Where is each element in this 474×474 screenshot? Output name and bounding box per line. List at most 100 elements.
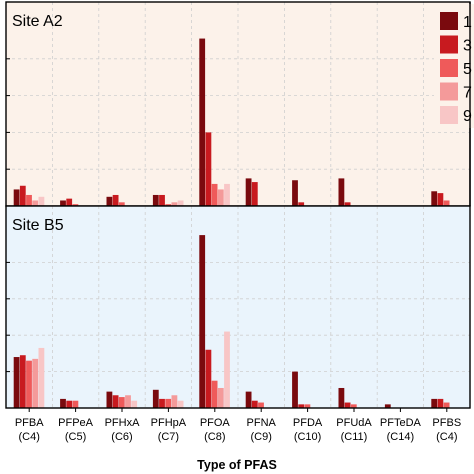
bar-pfoa-series-1 bbox=[199, 38, 206, 207]
bar-pfuda-series-3 bbox=[344, 202, 351, 206]
bar-pfpea-series-1 bbox=[60, 200, 66, 206]
bar-pfhxa-series-1 bbox=[106, 196, 113, 206]
bar-pfoa-series-5 bbox=[211, 380, 218, 408]
bar-pfba-series-1 bbox=[13, 189, 20, 206]
bar-pfhpa-series-9 bbox=[177, 400, 184, 408]
x-tick-label-carbon: (C5) bbox=[65, 431, 86, 443]
bar-pfda-series-3 bbox=[298, 202, 305, 206]
bar-pfna-series-3 bbox=[251, 400, 258, 408]
bar-pfhpa-series-1 bbox=[152, 389, 159, 408]
x-tick-label-carbon: (C7) bbox=[158, 431, 179, 443]
bar-pfuda-series-1 bbox=[338, 178, 345, 206]
bar-pfba-series-7 bbox=[32, 200, 39, 206]
bar-pfoa-series-7 bbox=[217, 387, 224, 408]
legend: 1 3 5 7 9 bbox=[434, 2, 474, 206]
x-tick-label-name: PFOA bbox=[200, 417, 231, 429]
bar-pfna-series-1 bbox=[245, 391, 252, 408]
legend-label-9: 9 bbox=[463, 108, 472, 125]
bar-pfhpa-series-7 bbox=[171, 395, 178, 408]
bar-pfba-series-3 bbox=[19, 185, 26, 206]
panel-1: Site A2 bbox=[5, 1, 471, 207]
legend-swatch-5 bbox=[440, 59, 458, 77]
bar-pfhxa-series-9 bbox=[131, 400, 138, 408]
bar-pfbs-series-5 bbox=[443, 200, 450, 206]
bar-pfuda-series-3 bbox=[344, 402, 351, 408]
legend-label-3: 3 bbox=[463, 38, 472, 55]
x-tick-label-carbon: (C11) bbox=[341, 431, 368, 443]
x-axis-title: Type of PFAS bbox=[197, 458, 277, 472]
bar-pfpea-series-3 bbox=[66, 400, 73, 408]
legend-label-1: 1 bbox=[463, 14, 472, 31]
x-axis: PFBA (C4) PFPeA (C5) PFHxA (C6) PFHpA (C7) PFOA (… bbox=[15, 408, 461, 443]
x-tick-label-name: PFNA bbox=[247, 417, 277, 429]
x-tick-label-name: PFTeDA bbox=[380, 417, 422, 429]
legend-swatch-7 bbox=[440, 82, 458, 101]
bar-pfbs-series-3 bbox=[437, 398, 444, 408]
legend-swatch-9 bbox=[440, 106, 458, 124]
bar-pfna-series-3 bbox=[251, 182, 258, 206]
bar-pfbs-series-5 bbox=[443, 402, 450, 408]
bar-pfoa-series-7 bbox=[217, 189, 224, 206]
bar-pfda-series-5 bbox=[304, 404, 311, 408]
bar-pfba-series-9 bbox=[38, 196, 45, 206]
x-tick-label-carbon: (C4) bbox=[19, 431, 40, 443]
bar-pfba-series-5 bbox=[26, 360, 32, 408]
x-tick-label-name: PFHxA bbox=[105, 417, 141, 429]
bar-pfhpa-series-9 bbox=[177, 200, 184, 206]
bar-pfhpa-series-3 bbox=[159, 398, 165, 408]
x-tick-label-carbon: (C8) bbox=[204, 431, 225, 443]
x-tick-label-carbon: (C14) bbox=[387, 431, 415, 443]
bar-pfba-series-7 bbox=[32, 358, 39, 408]
x-tick-label-carbon: (C10) bbox=[294, 431, 322, 443]
bar-pfoa-series-1 bbox=[199, 235, 206, 408]
bar-pfba-series-3 bbox=[19, 355, 26, 408]
bar-pfhpa-series-7 bbox=[171, 202, 178, 206]
panel-label: Site B5 bbox=[12, 217, 64, 234]
panel-border bbox=[5, 205, 471, 409]
bar-pfpea-series-3 bbox=[66, 198, 73, 206]
x-tick-label-carbon: (C6) bbox=[111, 431, 132, 443]
x-tick-label-name: PFUdA bbox=[336, 417, 372, 429]
legend-swatch-3 bbox=[440, 35, 458, 54]
bar-pfoa-series-3 bbox=[205, 132, 212, 206]
bar-pfhxa-series-5 bbox=[118, 397, 125, 408]
bar-pfuda-series-1 bbox=[338, 387, 345, 408]
bar-pfoa-series-5 bbox=[211, 183, 218, 206]
bar-pfpea-series-5 bbox=[72, 400, 79, 408]
bar-pfhpa-series-5 bbox=[165, 398, 172, 408]
panels-layer: Site A2 Site B5 1 3 5 7 9 bbox=[5, 1, 474, 409]
bar-pfpea-series-5 bbox=[72, 204, 79, 206]
panel-label: Site A2 bbox=[12, 13, 63, 30]
bar-pfba-series-1 bbox=[13, 357, 20, 408]
x-tick-label-carbon: (C9) bbox=[251, 431, 272, 443]
x-tick-label-name: PFBA bbox=[15, 417, 44, 429]
bar-pfba-series-9 bbox=[38, 347, 45, 408]
bar-pfoa-series-9 bbox=[224, 183, 230, 206]
x-tick-label-name: PFHpA bbox=[151, 417, 187, 429]
bar-pfpea-series-1 bbox=[60, 398, 66, 408]
bar-pfhpa-series-1 bbox=[152, 194, 159, 206]
bar-pfbs-series-3 bbox=[437, 193, 444, 206]
bar-pfda-series-1 bbox=[292, 371, 298, 408]
x-tick-label-name: PFDA bbox=[293, 417, 323, 429]
bar-pfhxa-series-3 bbox=[112, 395, 119, 408]
legend-label-7: 7 bbox=[463, 85, 472, 102]
bar-pfba-series-5 bbox=[26, 194, 32, 206]
bar-pfhxa-series-3 bbox=[112, 194, 119, 206]
bar-pfhxa-series-1 bbox=[106, 391, 113, 408]
bar-pfna-series-1 bbox=[245, 178, 252, 206]
bar-pfbs-series-1 bbox=[431, 191, 438, 206]
bar-pfuda-series-5 bbox=[350, 404, 357, 408]
x-tick-label-name: PFBS bbox=[432, 417, 461, 429]
bar-pfhpa-series-5 bbox=[165, 204, 172, 206]
bar-pfbs-series-1 bbox=[431, 398, 438, 408]
bar-pfhxa-series-7 bbox=[125, 395, 131, 408]
x-tick-label-carbon: (C4) bbox=[436, 431, 457, 443]
bar-pfda-series-3 bbox=[298, 404, 305, 408]
bar-pfoa-series-3 bbox=[205, 349, 212, 408]
panel-2: Site B5 bbox=[5, 205, 471, 409]
bar-pfda-series-1 bbox=[292, 180, 298, 206]
x-tick-label-name: PFPeA bbox=[58, 417, 94, 429]
bar-pfhxa-series-5 bbox=[118, 202, 125, 206]
